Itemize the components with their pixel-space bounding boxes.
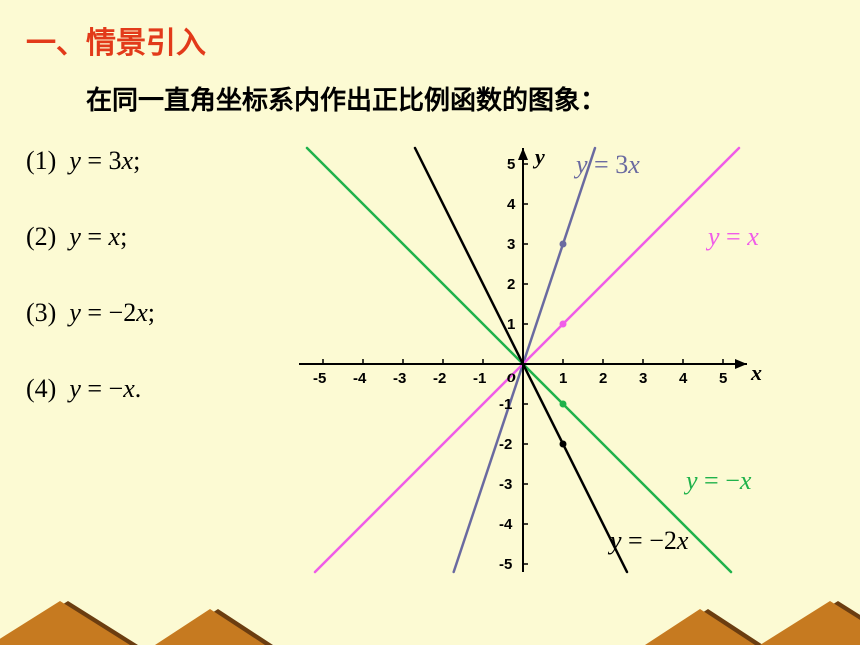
y-tick-label: -3 <box>499 476 512 493</box>
bottom-decoration <box>0 595 860 645</box>
x-axis-label: x <box>751 360 762 386</box>
y-tick-label: -5 <box>499 556 512 573</box>
x-tick-label: -3 <box>393 370 406 387</box>
function-label: y = −2x <box>610 526 688 556</box>
x-tick-label: -5 <box>313 370 326 387</box>
function-label: y = 3x <box>576 150 640 180</box>
section-title: 一、情景引入 <box>26 18 206 62</box>
x-tick-label: 2 <box>599 370 607 387</box>
equation-row: (4) y = −x. <box>26 376 155 402</box>
equation-row: (2) y = x; <box>26 224 155 250</box>
x-tick-label: 4 <box>679 370 687 387</box>
x-tick-label: -2 <box>433 370 446 387</box>
coordinate-plot: -5 -4 -3 -2 -1 1 2 3 4 5 -5 -4 -3 -2 -1 1 2 3 4 5 y x o y = 3x y… <box>288 140 828 600</box>
y-tick-label: 1 <box>507 316 515 333</box>
x-tick-label: -4 <box>353 370 366 387</box>
y-tick-label: 4 <box>507 196 515 213</box>
origin-label: o <box>507 366 516 387</box>
y-tick-label: -1 <box>499 396 512 413</box>
plot-svg <box>288 140 828 600</box>
prompt-text: 在同一直角坐标系内作出正比例函数的图象： <box>86 80 606 117</box>
y-tick-label: 5 <box>507 156 515 173</box>
y-tick-label: 3 <box>507 236 515 253</box>
slide: 一、情景引入 在同一直角坐标系内作出正比例函数的图象： (1) y = 3x;(… <box>0 0 860 645</box>
function-label: y = x <box>708 222 759 252</box>
x-tick-label: 5 <box>719 370 727 387</box>
equation-list: (1) y = 3x; (2) y = x; (3) y = −2x; (4) y =… <box>26 148 155 452</box>
x-tick-label: -1 <box>473 370 486 387</box>
equation-row: (3) y = −2x; <box>26 300 155 326</box>
function-label: y = −x <box>686 466 751 496</box>
x-tick-label: 1 <box>559 370 567 387</box>
x-tick-label: 3 <box>639 370 647 387</box>
y-tick-label: -2 <box>499 436 512 453</box>
y-tick-label: 2 <box>507 276 515 293</box>
y-axis-label: y <box>535 144 545 170</box>
y-tick-label: -4 <box>499 516 512 533</box>
equation-row: (1) y = 3x; <box>26 148 155 174</box>
